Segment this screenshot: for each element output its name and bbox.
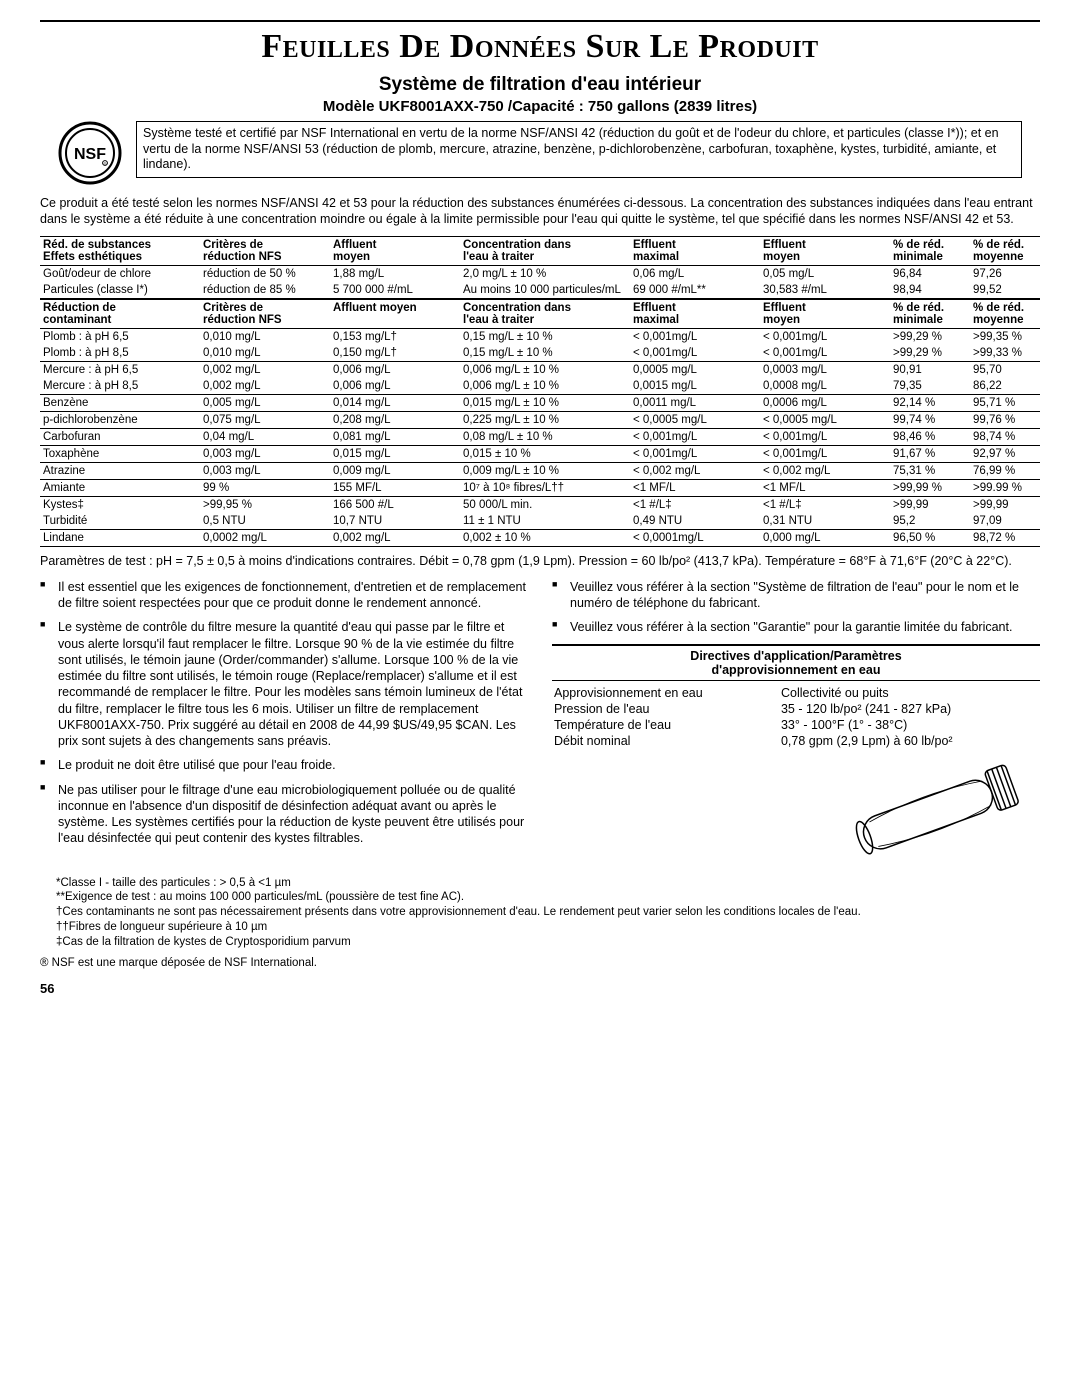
table-row: Goût/odeur de chloreréduction de 50 %1,8…: [40, 265, 1040, 282]
footnote: ‡Cas de la filtration de kystes de Crypt…: [40, 935, 1040, 950]
bullet-item: Le produit ne doit être utilisé que pour…: [40, 757, 528, 773]
footnote: *Classe I - taille des particules : > 0,…: [40, 876, 1040, 891]
bullet-item: Le système de contrôle du filtre mesure …: [40, 619, 528, 749]
footnotes: *Classe I - taille des particules : > 0,…: [40, 876, 1040, 951]
trademark-note: ® NSF est une marque déposée de NSF Inte…: [40, 956, 1040, 971]
certification-text: Système testé et certifié par NSF Intern…: [136, 121, 1022, 178]
table-row: Atrazine0,003 mg/L0,009 mg/L0,009 mg/L ±…: [40, 462, 1040, 479]
guide-row: Débit nominal0,78 gpm (2,9 Lpm) à 60 lb/…: [552, 733, 1040, 749]
filter-cartridge-icon: [552, 757, 1040, 870]
table-header: Effluentmoyen: [760, 299, 890, 328]
footnote: ††Fibres de longueur supérieure à 10 µm: [40, 920, 1040, 935]
table-row: Mercure : à pH 6,50,002 mg/L0,006 mg/L0,…: [40, 361, 1040, 378]
table-header: % de réd.minimale: [890, 299, 970, 328]
page-number: 56: [40, 981, 1040, 996]
notes-columns: Il est essentiel que les exigences de fo…: [40, 579, 1040, 870]
product-subtitle: Système de filtration d'eau intérieur: [40, 74, 1040, 96]
table-row: Carbofuran0,04 mg/L0,081 mg/L0,08 mg/L ±…: [40, 428, 1040, 445]
data-table-contaminant: Réduction decontaminantCritères deréduct…: [40, 299, 1040, 547]
top-rule: [40, 20, 1040, 22]
intro-paragraph: Ce produit a été testé selon les normes …: [40, 195, 1040, 228]
table-row: Lindane0,0002 mg/L0,002 mg/L0,002 ± 10 %…: [40, 529, 1040, 546]
table-header: Critères deréduction NFS: [200, 299, 330, 328]
table-row: p-dichlorobenzène0,075 mg/L0,208 mg/L0,2…: [40, 411, 1040, 428]
table-header: Effluentmoyen: [760, 236, 890, 265]
bullet-list-right: Veuillez vous référer à la section "Syst…: [552, 579, 1040, 636]
table-header: Affluent moyen: [330, 299, 460, 328]
table-header: Critères deréduction NFS: [200, 236, 330, 265]
table-row: Turbidité0,5 NTU10,7 NTU11 ± 1 NTU0,49 N…: [40, 513, 1040, 530]
bullet-item: Ne pas utiliser pour le filtrage d'une e…: [40, 782, 528, 847]
table-header: Concentration dansl'eau à traiter: [460, 236, 630, 265]
nsf-badge-icon: NSF ®: [58, 121, 122, 185]
model-line: Modèle UKF8001AXX-750 /Capacité : 750 ga…: [40, 98, 1040, 115]
product-title: Feuilles De Données Sur Le Produit: [40, 28, 1040, 66]
table-row: Kystes‡>99,95 %166 500 #/L50 000/L min.<…: [40, 496, 1040, 513]
footnote: †Ces contaminants ne sont pas nécessaire…: [40, 905, 1040, 920]
guide-row: Approvisionnement en eauCollectivité ou …: [552, 685, 1040, 701]
table-header: % de réd.moyenne: [970, 299, 1040, 328]
footnote: **Exigence de test : au moins 100 000 pa…: [40, 890, 1040, 905]
table-header: Concentration dansl'eau à traiter: [460, 299, 630, 328]
table-header: Effluentmaximal: [630, 236, 760, 265]
table-row: Toxaphène0,003 mg/L0,015 mg/L0,015 ± 10 …: [40, 445, 1040, 462]
svg-text:NSF: NSF: [74, 146, 106, 163]
table-header: Réd. de substancesEffets esthétiques: [40, 236, 200, 265]
bullet-list-left: Il est essentiel que les exigences de fo…: [40, 579, 528, 847]
table-header: Réduction decontaminant: [40, 299, 200, 328]
table-header: % de réd.moyenne: [970, 236, 1040, 265]
guidelines-table: Approvisionnement en eauCollectivité ou …: [552, 685, 1040, 749]
table-header: % de réd.minimale: [890, 236, 970, 265]
bullet-item: Veuillez vous référer à la section "Gara…: [552, 619, 1040, 635]
table-row: Plomb : à pH 8,50,010 mg/L0,150 mg/L†0,1…: [40, 345, 1040, 362]
table-row: Particules (classe I*)réduction de 85 %5…: [40, 282, 1040, 299]
table-row: Plomb : à pH 6,50,010 mg/L0,153 mg/L†0,1…: [40, 328, 1040, 345]
guidelines-header: Directives d'application/Paramètresd'app…: [552, 644, 1040, 681]
guide-row: Pression de l'eau35 - 120 lb/po² (241 - …: [552, 701, 1040, 717]
table-header: Affluentmoyen: [330, 236, 460, 265]
table-row: Amiante99 %155 MF/L10⁷ à 10⁸ fibres/L††<…: [40, 479, 1040, 496]
test-parameters: Paramètres de test : pH = 7,5 ± 0,5 à mo…: [40, 553, 1040, 569]
table-row: Mercure : à pH 8,50,002 mg/L0,006 mg/L0,…: [40, 378, 1040, 395]
data-table-aesthetic: Réd. de substancesEffets esthétiquesCrit…: [40, 236, 1040, 299]
table-header: Effluentmaximal: [630, 299, 760, 328]
table-row: Benzène0,005 mg/L0,014 mg/L0,015 mg/L ± …: [40, 394, 1040, 411]
svg-text:®: ®: [104, 162, 107, 166]
guide-row: Température de l'eau33° - 100°F (1° - 38…: [552, 717, 1040, 733]
bullet-item: Il est essentiel que les exigences de fo…: [40, 579, 528, 612]
bullet-item: Veuillez vous référer à la section "Syst…: [552, 579, 1040, 612]
certification-row: NSF ® Système testé et certifié par NSF …: [40, 121, 1040, 185]
